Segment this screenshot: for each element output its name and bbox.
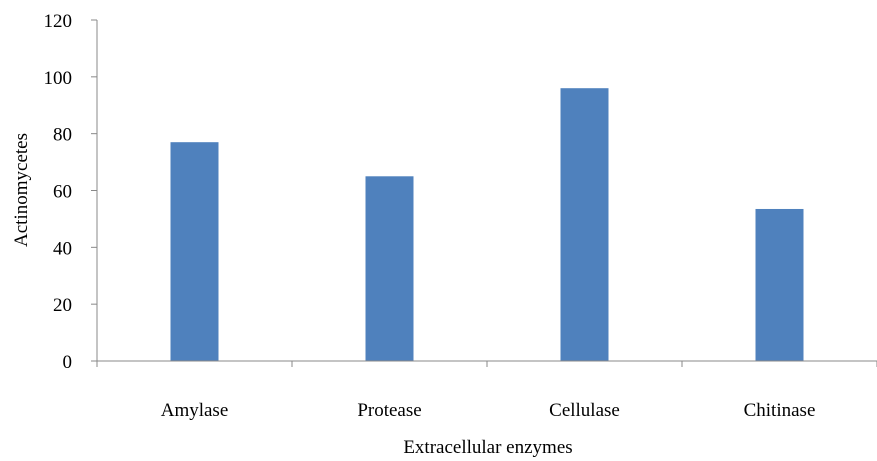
y-tick-label: 80 xyxy=(53,125,72,146)
y-tick-label: 120 xyxy=(44,11,73,32)
bar-protease xyxy=(365,176,414,361)
x-category-label: Cellulase xyxy=(549,400,620,421)
y-tick-label: 0 xyxy=(63,352,73,373)
y-tick-label: 60 xyxy=(53,182,72,203)
y-axis-ticks: 0 20 40 60 80 100 120 xyxy=(44,11,97,373)
bars xyxy=(170,88,804,361)
bar-amylase xyxy=(170,142,219,361)
y-tick-label: 20 xyxy=(53,295,72,316)
x-axis-labels: Amylase Protease Cellulase Chitinase xyxy=(96,361,877,421)
bar-chitinase xyxy=(755,208,804,361)
y-tick-label: 40 xyxy=(53,238,72,259)
y-tick-label: 100 xyxy=(44,68,73,89)
x-category-label: Chitinase xyxy=(744,400,816,421)
bar-cellulase xyxy=(560,88,609,361)
x-category-label: Protease xyxy=(357,400,421,421)
x-axis-title: Extracellular enzymes xyxy=(403,437,572,458)
x-category-label: Amylase xyxy=(161,400,229,421)
y-axis-title: Actinomycetes xyxy=(11,133,32,247)
